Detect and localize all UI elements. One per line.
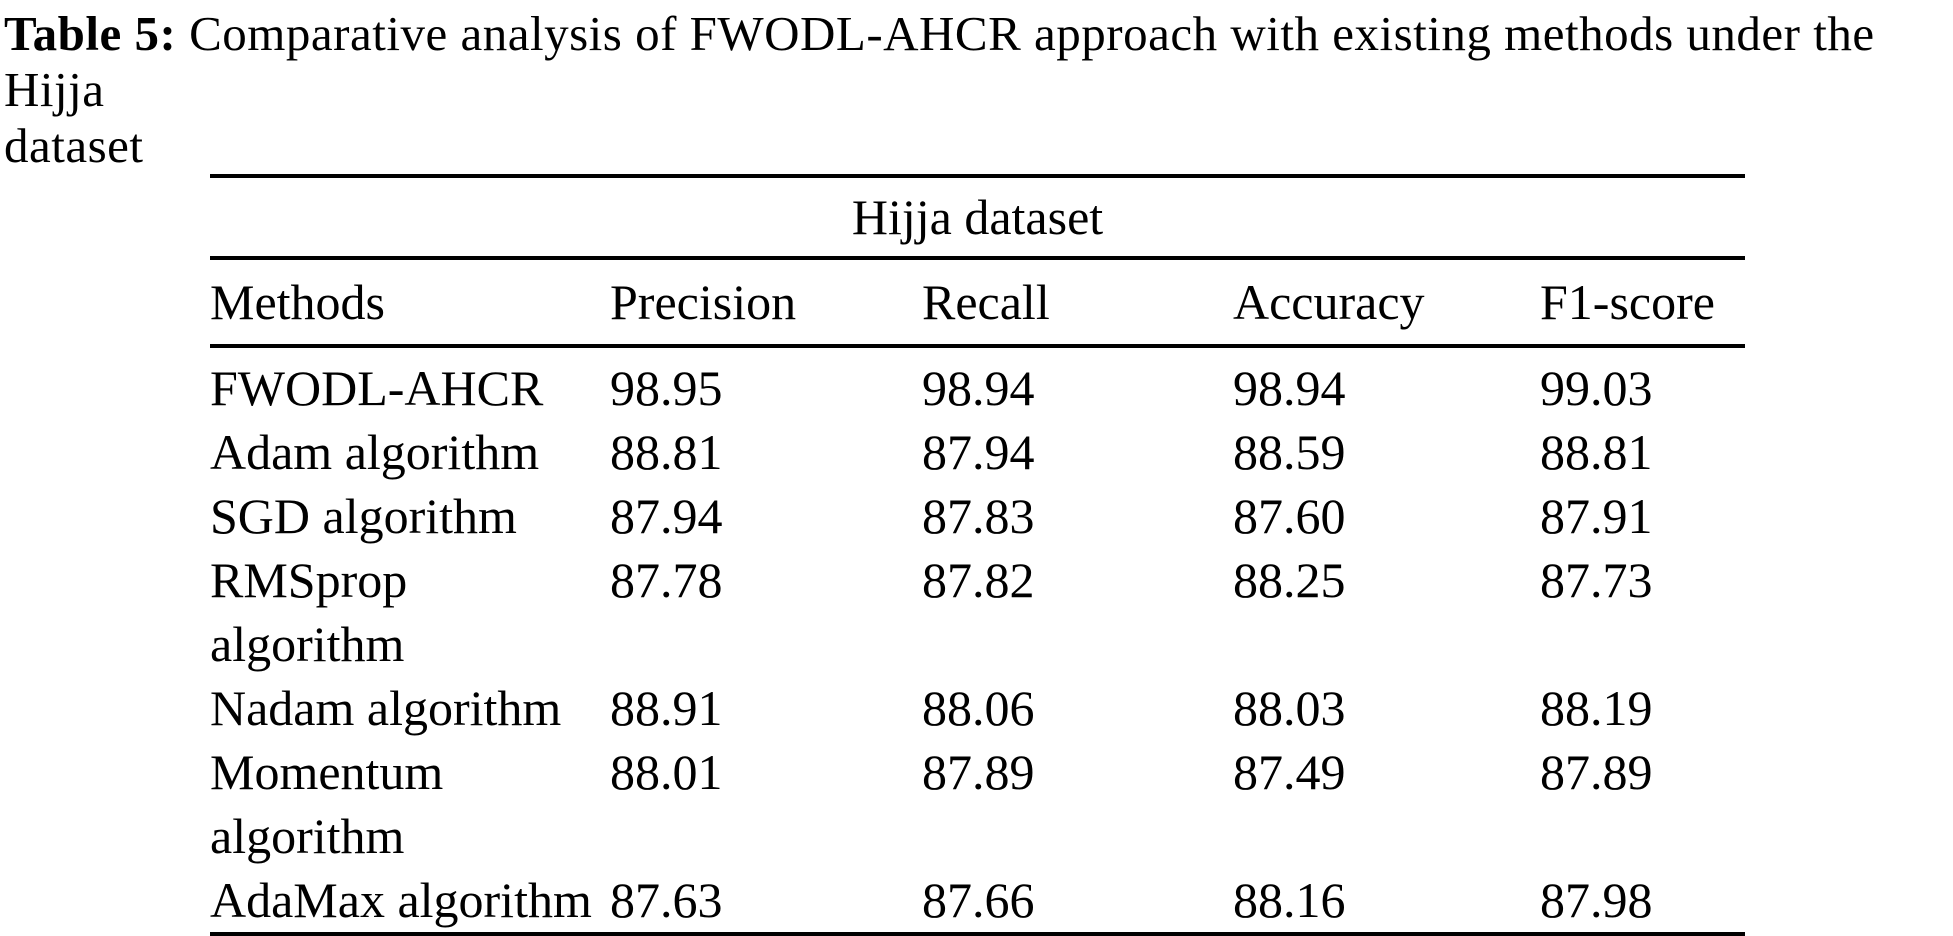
table-caption-text-line2: dataset — [4, 118, 144, 173]
table-caption: Table 5: Comparative analysis of FWODL-A… — [0, 0, 1953, 174]
value-cell-f1-score: 99.03 — [1540, 360, 1653, 416]
value-cell-f1-score: 88.19 — [1540, 680, 1653, 736]
value-cell-accuracy: 88.25 — [1233, 552, 1346, 608]
value-cell-precision: 88.91 — [610, 680, 723, 736]
method-cell: FWODL-AHCR — [210, 360, 544, 416]
value-cell-f1-score: 87.73 — [1540, 552, 1653, 608]
table-row: SGD algorithm 87.94 87.83 87.60 87.91 — [210, 484, 1745, 548]
value-cell-precision: 87.78 — [610, 552, 723, 608]
method-cell: Nadam algorithm — [210, 680, 562, 736]
method-cell: SGD algorithm — [210, 488, 517, 544]
column-header-precision: Precision — [610, 258, 922, 348]
value-cell-f1-score: 87.98 — [1540, 872, 1653, 928]
value-cell-accuracy: 88.59 — [1233, 424, 1346, 480]
method-cell: Momentum algorithm — [210, 744, 444, 864]
table-row: Momentum algorithm 88.01 87.89 87.49 87.89 — [210, 740, 1745, 868]
column-header-f1-score: F1-score — [1540, 258, 1746, 348]
value-cell-f1-score: 88.81 — [1540, 424, 1653, 480]
value-cell-recall: 88.06 — [922, 680, 1035, 736]
value-cell-precision: 87.94 — [610, 488, 723, 544]
table-caption-text-line1: Comparative analysis of FWODL-AHCR appro… — [4, 6, 1875, 117]
table-row: Adam algorithm 88.81 87.94 88.59 88.81 — [210, 420, 1745, 484]
value-cell-recall: 87.82 — [922, 552, 1035, 608]
method-cell: AdaMax algorithm — [210, 872, 592, 928]
value-cell-accuracy: 98.94 — [1233, 360, 1346, 416]
column-header-methods: Methods — [210, 258, 610, 348]
value-cell-precision: 98.95 — [610, 360, 723, 416]
group-header-cell: Hijja dataset — [210, 176, 1746, 260]
value-cell-accuracy: 87.49 — [1233, 744, 1346, 800]
table-row: Nadam algorithm 88.91 88.06 88.03 88.19 — [210, 676, 1745, 740]
value-cell-accuracy: 88.03 — [1233, 680, 1346, 736]
value-cell-precision: 88.81 — [610, 424, 723, 480]
value-cell-recall: 87.83 — [922, 488, 1035, 544]
value-cell-recall: 87.94 — [922, 424, 1035, 480]
table-body: FWODL-AHCR 98.95 98.94 98.94 99.03 Adam algor… — [210, 346, 1745, 934]
method-cell: RMSprop algorithm — [210, 552, 408, 672]
value-cell-accuracy: 87.60 — [1233, 488, 1346, 544]
table-row: AdaMax algorithm 87.63 87.66 88.16 87.98 — [210, 868, 1745, 934]
results-table: Hijja dataset Methods Precision Recall Accu… — [210, 174, 1746, 936]
column-header-recall: Recall — [922, 258, 1233, 348]
column-header-accuracy: Accuracy — [1233, 258, 1540, 348]
value-cell-accuracy: 88.16 — [1233, 872, 1346, 928]
column-header-row: Methods Precision Recall Accuracy F1-score — [210, 258, 1746, 348]
value-cell-f1-score: 87.89 — [1540, 744, 1653, 800]
table-row: RMSprop algorithm 87.78 87.82 88.25 87.73 — [210, 548, 1745, 676]
table-caption-label: Table 5: — [4, 6, 177, 61]
table-row: FWODL-AHCR 98.95 98.94 98.94 99.03 — [210, 346, 1745, 420]
table-head: Hijja dataset Methods Precision Recall Accu… — [210, 176, 1746, 348]
value-cell-f1-score: 87.91 — [1540, 488, 1653, 544]
group-header-row: Hijja dataset — [210, 176, 1746, 260]
method-cell: Adam algorithm — [210, 424, 540, 480]
value-cell-recall: 87.89 — [922, 744, 1035, 800]
value-cell-recall: 98.94 — [922, 360, 1035, 416]
value-cell-precision: 88.01 — [610, 744, 723, 800]
value-cell-recall: 87.66 — [922, 872, 1035, 928]
value-cell-precision: 87.63 — [610, 872, 723, 928]
